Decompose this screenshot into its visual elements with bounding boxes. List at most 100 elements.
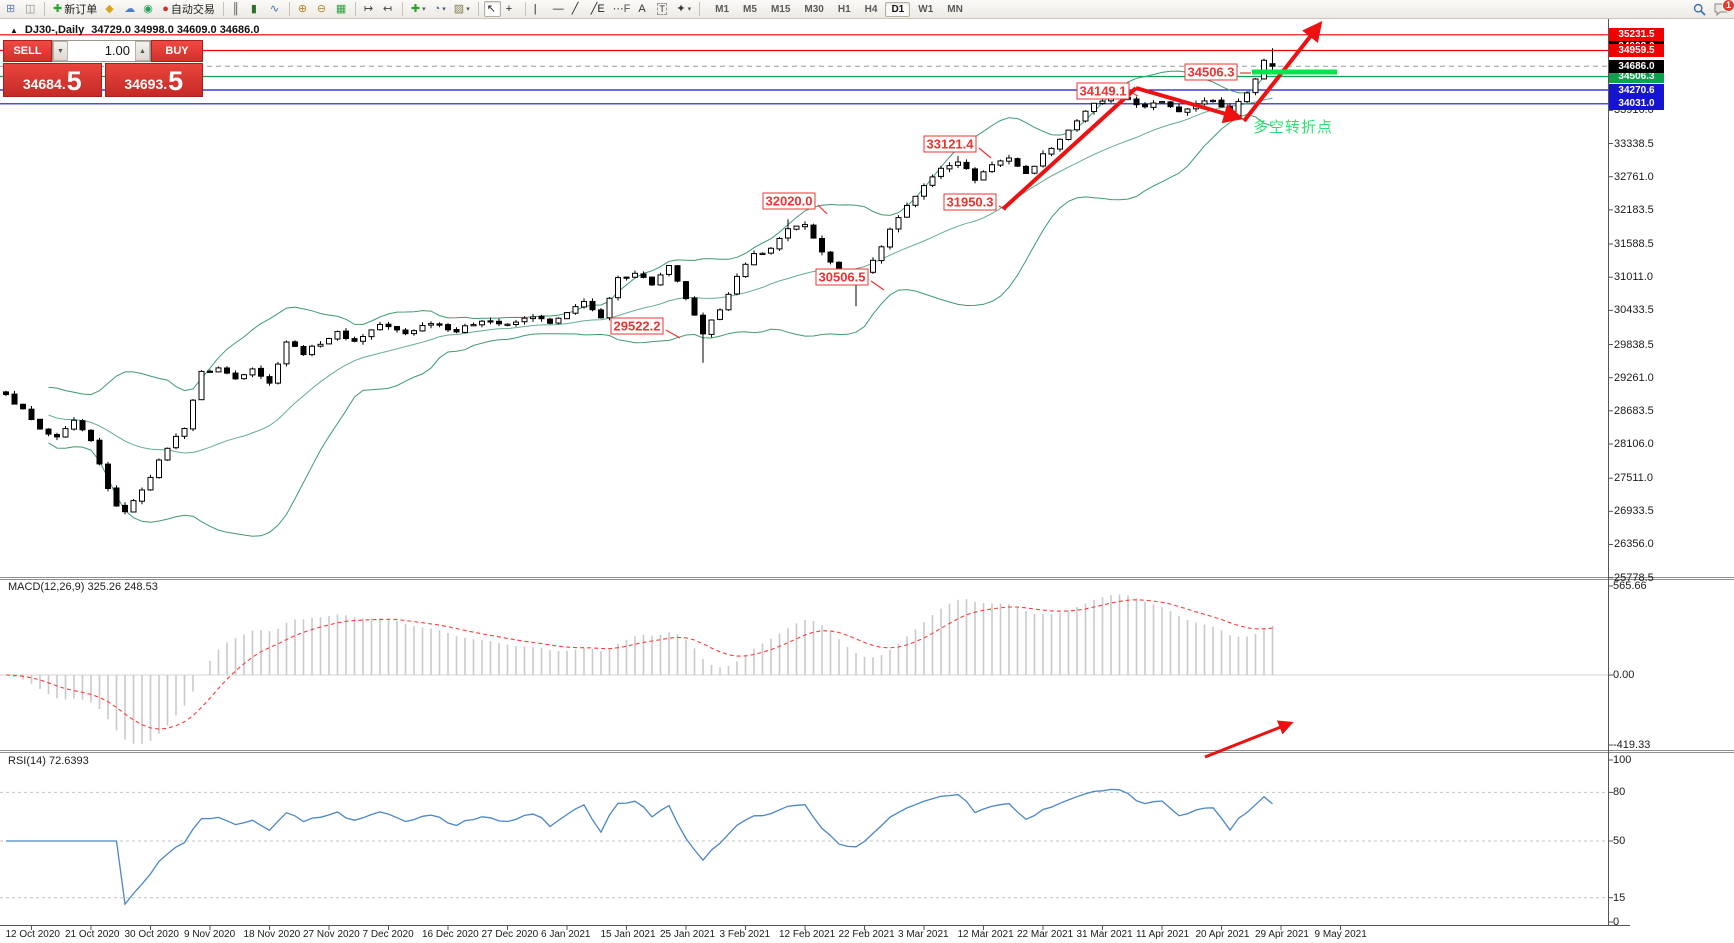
sell-price[interactable]: 34684. 5 [3,63,102,97]
buy-price[interactable]: 34693. 5 [104,63,203,97]
candle-body [929,176,936,186]
swing-price-label: 34506.3 [1184,63,1238,81]
volume-increase-button[interactable]: ▲ [135,41,150,61]
candle-body [895,217,902,230]
trendline-button[interactable]: ╱ [569,1,586,17]
symbol-collapse-icon[interactable]: ▲ [10,26,18,35]
text-icon: A [638,3,646,15]
timeframe-m30[interactable]: M30 [798,2,829,17]
toolbar: ⊞ ◫ ✚ 新订单 ◆ ☁ ◉ ● 自动交易 ║ ▮ ∿ ⊕ ⊖ ▦ ↦ ↤ ✚ ▾ ◔ ▾ ▨ ▾ ↖ + | — ╱ ╱E ⋯F A T ✦… [0,0,1734,19]
clock-icon: ◔ [433,3,441,15]
chart-title: ▲ DJ30-,Daily 34729.0 34998.0 34609.0 34… [10,24,259,36]
algo-trading-icon: ● [162,3,169,15]
candle-body [938,167,944,177]
candle-body [351,338,358,342]
candle-body [734,275,740,295]
timeframe-m1[interactable]: M1 [709,2,735,17]
timeframe-h1[interactable]: H1 [832,2,857,17]
zoom-in-button[interactable]: ⊕ [295,1,312,17]
candle-body [377,323,383,331]
candle-body [453,329,460,333]
chart-shift-button[interactable]: ↤ [380,1,397,17]
equidistant-channel-button[interactable]: ╱E [588,1,608,17]
templates-button[interactable]: ▨ ▾ [451,1,473,17]
candle-body [130,500,137,513]
candle-body [827,251,834,263]
new-order-button[interactable]: ✚ 新订单 [50,1,100,17]
zoom-out-button[interactable]: ⊖ [314,1,331,17]
candle-body [742,263,749,278]
candle-body [581,301,587,308]
candle-body [963,161,970,170]
candle-body [215,367,222,373]
swing-price-label: 29522.2 [610,317,664,335]
text-button[interactable]: A [635,1,652,17]
candle-body [164,447,171,461]
indicators-button[interactable]: ✚ ▾ [408,1,429,17]
candlestick-chart-button[interactable]: ▮ [248,1,265,17]
candle-body [266,376,273,384]
text-label-button[interactable]: T [654,1,671,17]
candle-body [555,317,562,324]
crosshair-button[interactable]: + [503,1,520,17]
volume-decrease-button[interactable]: ▼ [53,41,68,61]
candle-body [725,293,732,311]
rsi-indicator-label: RSI(14) 72.6393 [8,755,89,767]
timeframe-d1[interactable]: D1 [885,1,911,17]
search-button[interactable] [1690,1,1709,17]
one-click-trading-panel: SELL ▼ 1.00 ▲ BUY 34684. 5 34693. 5 [3,40,203,97]
channel-icon: ╱E [590,3,605,15]
y-axis-tick-label: 28106.0 [1614,438,1654,450]
overlapped-price-tag: 34998.0 [1609,40,1664,46]
new-chart-button[interactable]: ⊞ [3,1,20,17]
rsi-scale-label: 80 [1613,786,1626,799]
signals-button[interactable]: ◉ [140,1,157,17]
indicators-add-icon: ✚ [410,3,421,15]
algo-trading-button[interactable]: ● 自动交易 [159,1,218,17]
line-chart-button[interactable]: ∿ [267,1,284,17]
community-button[interactable]: ☁ [121,1,138,17]
y-axis-tick-label: 33338.5 [1614,137,1654,150]
arrows-button[interactable]: ✦ ▾ [673,1,694,17]
auto-scroll-button[interactable]: ↦ [361,1,378,17]
candle-body [402,329,409,335]
candle-body [640,273,647,278]
candle-body [343,330,349,340]
history-center-button[interactable]: ◆ [102,1,119,17]
candle-body [674,265,681,282]
buy-price-pips: 5 [168,66,184,96]
toolbar-separator [699,2,701,16]
x-axis-tick-label: 9 May 2021 [1314,929,1367,940]
candle-body [1269,63,1276,67]
candle-body [300,346,307,356]
annotation-leader-line [870,280,885,291]
timeframe-m5[interactable]: M5 [737,2,763,17]
timeframe-w1[interactable]: W1 [912,2,939,17]
periods-button[interactable]: ◔ ▾ [431,1,449,17]
candle-body [156,459,162,479]
timeframe-mn[interactable]: MN [941,2,969,17]
horizontal-line-button[interactable]: — [550,1,567,17]
notifications-button[interactable]: 1 [1711,0,1734,17]
sell-button[interactable]: SELL [3,40,52,62]
macd-scale-label: 0.00 [1613,669,1635,681]
x-axis-tick-label: 20 Apr 2021 [1195,929,1250,940]
timeframe-h4[interactable]: H4 [859,2,884,17]
toolbar-separator [222,2,224,16]
bar-chart-button[interactable]: ║ [229,1,246,17]
macd-indicator-label: MACD(12,26,9) 325.26 248.53 [8,581,158,593]
buy-button[interactable]: BUY [151,40,203,62]
fibonacci-button[interactable]: ⋯F [610,1,634,17]
cursor-button[interactable]: ↖ [483,1,501,17]
timeframe-m15[interactable]: M15 [765,2,796,17]
volume-input[interactable]: 1.00 [104,43,130,58]
profiles-button[interactable]: ◫ [22,1,39,17]
vertical-line-button[interactable]: | [531,1,548,17]
candle-body [955,161,961,166]
candle-body [224,367,230,374]
candle-body [1074,120,1080,131]
tile-windows-button[interactable]: ▦ [333,1,350,17]
x-axis-tick-label: 9 Nov 2020 [184,929,236,940]
